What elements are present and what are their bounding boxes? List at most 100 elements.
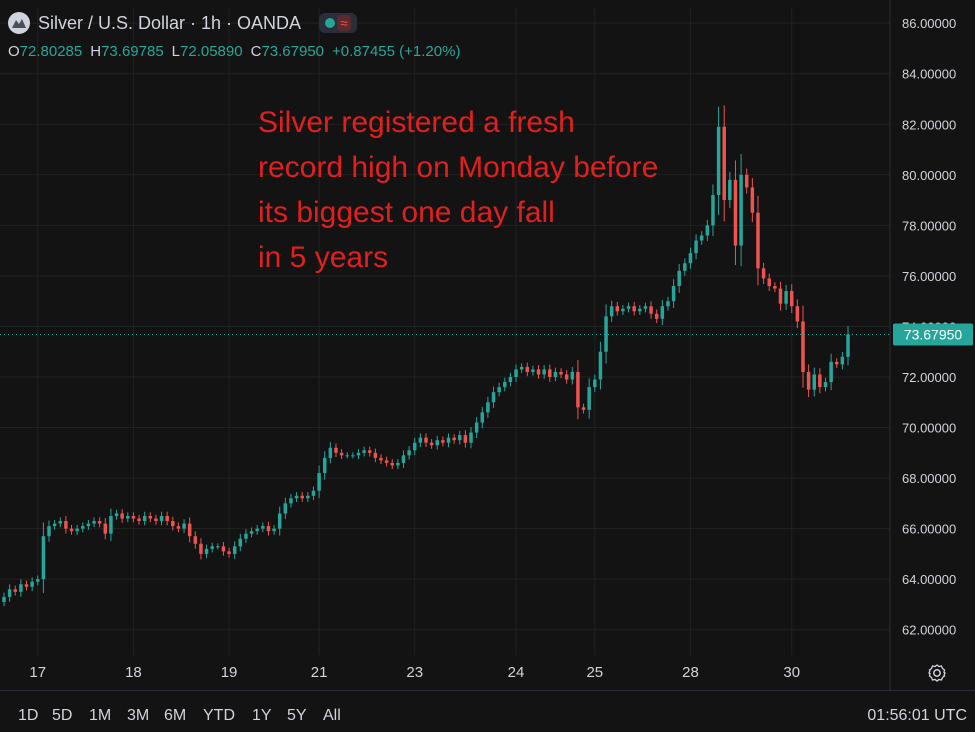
candle-body: [232, 546, 237, 554]
time-axis: 17 18 19 21 23 24 25 28 30: [29, 664, 800, 681]
candle-body: [227, 551, 231, 554]
range-6m-button[interactable]: 6M: [164, 707, 187, 724]
x-tick-label: 18: [125, 664, 142, 681]
candle-body: [626, 306, 631, 309]
candle-body: [744, 174, 749, 188]
symbol-title[interactable]: Silver / U.S. Dollar · 1h · OANDA: [38, 12, 302, 33]
candle-body: [711, 195, 715, 226]
candle-body: [13, 589, 17, 592]
candle-body: [367, 450, 372, 453]
low-value: 72.05890: [180, 43, 243, 60]
y-tick-label: 64.00000: [902, 572, 956, 587]
candle-body: [615, 306, 620, 312]
candle-body: [801, 321, 805, 372]
candle-body: [176, 526, 181, 529]
candle-body: [733, 179, 738, 246]
candle-body: [756, 212, 760, 269]
candle-body: [221, 546, 226, 552]
y-tick-label: 80.00000: [902, 168, 956, 183]
range-3m-button[interactable]: 3M: [127, 707, 150, 724]
candle-body: [463, 435, 468, 443]
candle-body: [86, 523, 91, 527]
annotation-line: Silver registered a fresh: [258, 106, 575, 139]
range-5y-button[interactable]: 5Y: [287, 707, 307, 724]
candle-body: [649, 306, 653, 314]
candle-body: [761, 268, 766, 279]
candle-body: [390, 462, 394, 466]
candle-body: [435, 440, 439, 446]
last-price-label: 73.67950: [904, 327, 963, 343]
candle-body: [818, 374, 822, 388]
candle-body: [486, 402, 490, 413]
candle-body: [812, 374, 816, 390]
market-status[interactable]: ≈: [319, 13, 357, 33]
candle-body: [525, 366, 530, 372]
candle-body: [829, 361, 833, 383]
candle-body: [835, 361, 839, 365]
candle-body: [345, 455, 349, 457]
x-tick-label: 25: [586, 664, 603, 681]
candle-body: [806, 371, 811, 390]
candle-body: [30, 581, 34, 587]
range-ytd-button[interactable]: YTD: [203, 707, 235, 724]
range-1d-button[interactable]: 1D: [18, 707, 39, 724]
candle-body: [126, 515, 130, 519]
candle-body: [306, 495, 310, 499]
candle-body: [576, 371, 580, 408]
candle-body: [784, 291, 788, 304]
candle-body: [103, 523, 108, 534]
candle-body: [199, 543, 203, 554]
candle-body: [277, 513, 282, 529]
clock-utc[interactable]: 01:56:01 UTC: [867, 707, 967, 724]
candle-body: [255, 528, 259, 532]
chart-grid: [0, 8, 890, 655]
range-all-button[interactable]: All: [323, 707, 341, 724]
candle-body: [553, 371, 558, 377]
candle-body: [840, 356, 845, 365]
candle-body: [548, 369, 552, 377]
candle-body: [604, 316, 608, 352]
candle-body: [289, 498, 293, 504]
candle-body: [480, 412, 485, 423]
range-5d-button[interactable]: 5D: [52, 707, 73, 724]
candle-body: [131, 515, 136, 519]
candle-body: [458, 435, 462, 441]
candle-body: [671, 286, 676, 302]
candle-body: [508, 376, 513, 383]
candle-body: [311, 490, 316, 496]
candle-body: [396, 462, 400, 466]
candle-body: [559, 371, 563, 375]
annotation-line: record high on Monday before: [258, 151, 659, 184]
candle-body: [373, 452, 378, 458]
range-1m-button[interactable]: 1M: [89, 707, 112, 724]
range-1y-button[interactable]: 1Y: [252, 707, 272, 724]
y-tick-label: 82.00000: [902, 117, 956, 132]
candle-body: [165, 515, 169, 522]
candle-body: [469, 432, 473, 443]
candle-body: [503, 382, 507, 388]
candle-body: [362, 450, 366, 453]
high-value: 73.69785: [101, 43, 164, 60]
candle-body: [413, 442, 417, 451]
candle-body: [660, 306, 665, 319]
candle-body: [446, 437, 451, 443]
candle-body: [778, 288, 783, 304]
candle-body: [429, 442, 434, 446]
candle-body: [514, 369, 518, 377]
candle-body: [216, 546, 220, 548]
candle-body: [58, 521, 63, 524]
candle-body: [846, 334, 850, 357]
candle-body: [2, 596, 6, 602]
candle-body: [699, 235, 704, 241]
candle-body: [24, 584, 29, 587]
candle-body: [722, 126, 726, 201]
open-label: O: [8, 43, 20, 60]
candle-body: [491, 392, 496, 403]
candle-body: [187, 523, 192, 537]
x-tick-label: 24: [508, 664, 525, 681]
y-tick-label: 76.00000: [902, 269, 956, 284]
gear-icon[interactable]: [927, 663, 947, 683]
candle-body: [356, 452, 361, 456]
candle-body: [154, 518, 158, 522]
